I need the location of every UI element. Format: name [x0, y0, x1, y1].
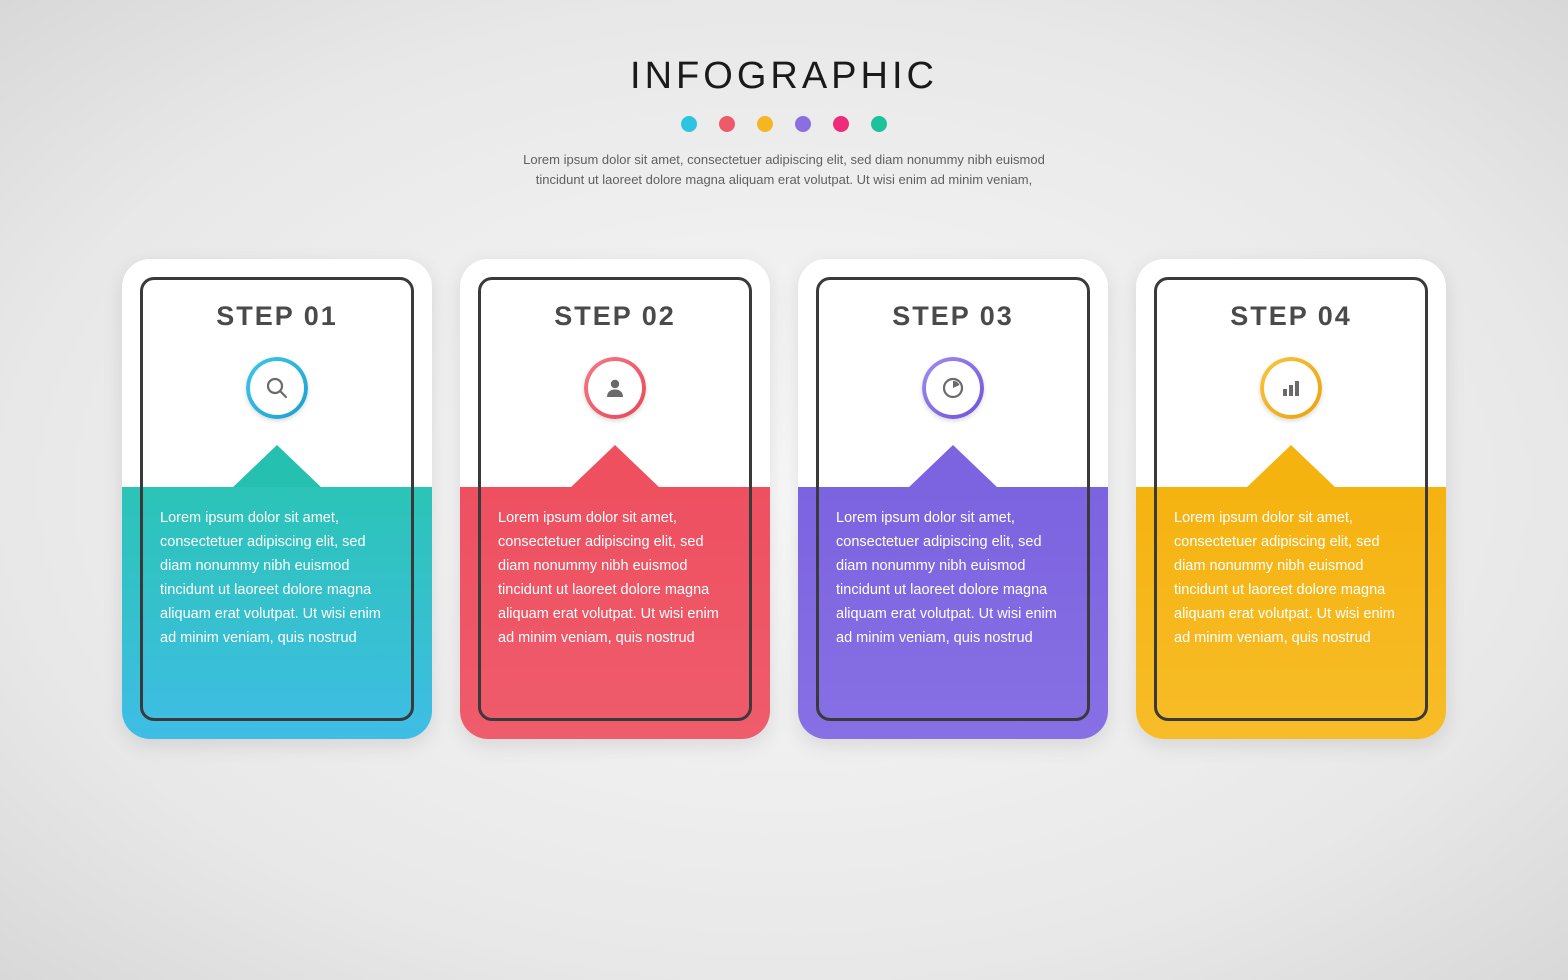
- user-icon: [603, 376, 627, 400]
- bar-chart-icon: [1279, 376, 1303, 400]
- color-dot-5: [833, 116, 849, 132]
- header: INFOGRAPHIC Lorem ipsum dolor sit amet, …: [504, 55, 1064, 189]
- icon-ring: [922, 357, 984, 419]
- step-card-4: STEP 04 Lorem ipsum dolor sit amet, conse…: [1136, 259, 1446, 739]
- search-icon: [265, 376, 289, 400]
- cards-row: STEP 01 Lorem ipsum dolor sit amet, conse…: [122, 259, 1446, 739]
- step-label: STEP 01: [122, 301, 432, 332]
- step-description: Lorem ipsum dolor sit amet, consectetuer…: [836, 507, 1070, 651]
- triangle-pointer: [231, 445, 323, 489]
- step-description: Lorem ipsum dolor sit amet, consectetuer…: [160, 507, 394, 651]
- step-card-2: STEP 02 Lorem ipsum dolor sit amet, conse…: [460, 259, 770, 739]
- color-dot-6: [871, 116, 887, 132]
- step-label: STEP 02: [460, 301, 770, 332]
- step-description: Lorem ipsum dolor sit amet, consectetuer…: [1174, 507, 1408, 651]
- icon-ring: [246, 357, 308, 419]
- step-label: STEP 03: [798, 301, 1108, 332]
- color-dot-1: [681, 116, 697, 132]
- page-title: INFOGRAPHIC: [504, 55, 1064, 98]
- step-description: Lorem ipsum dolor sit amet, consectetuer…: [498, 507, 732, 651]
- icon-ring: [1260, 357, 1322, 419]
- color-dot-2: [719, 116, 735, 132]
- icon-ring: [584, 357, 646, 419]
- color-dots-row: [504, 116, 1064, 132]
- subtitle: Lorem ipsum dolor sit amet, consectetuer…: [504, 150, 1064, 189]
- color-dot-4: [795, 116, 811, 132]
- triangle-pointer: [1245, 445, 1337, 489]
- step-label: STEP 04: [1136, 301, 1446, 332]
- clock-icon: [941, 376, 965, 400]
- triangle-pointer: [569, 445, 661, 489]
- step-card-3: STEP 03 Lorem ipsum dolor sit amet, conse…: [798, 259, 1108, 739]
- color-dot-3: [757, 116, 773, 132]
- triangle-pointer: [907, 445, 999, 489]
- step-card-1: STEP 01 Lorem ipsum dolor sit amet, conse…: [122, 259, 432, 739]
